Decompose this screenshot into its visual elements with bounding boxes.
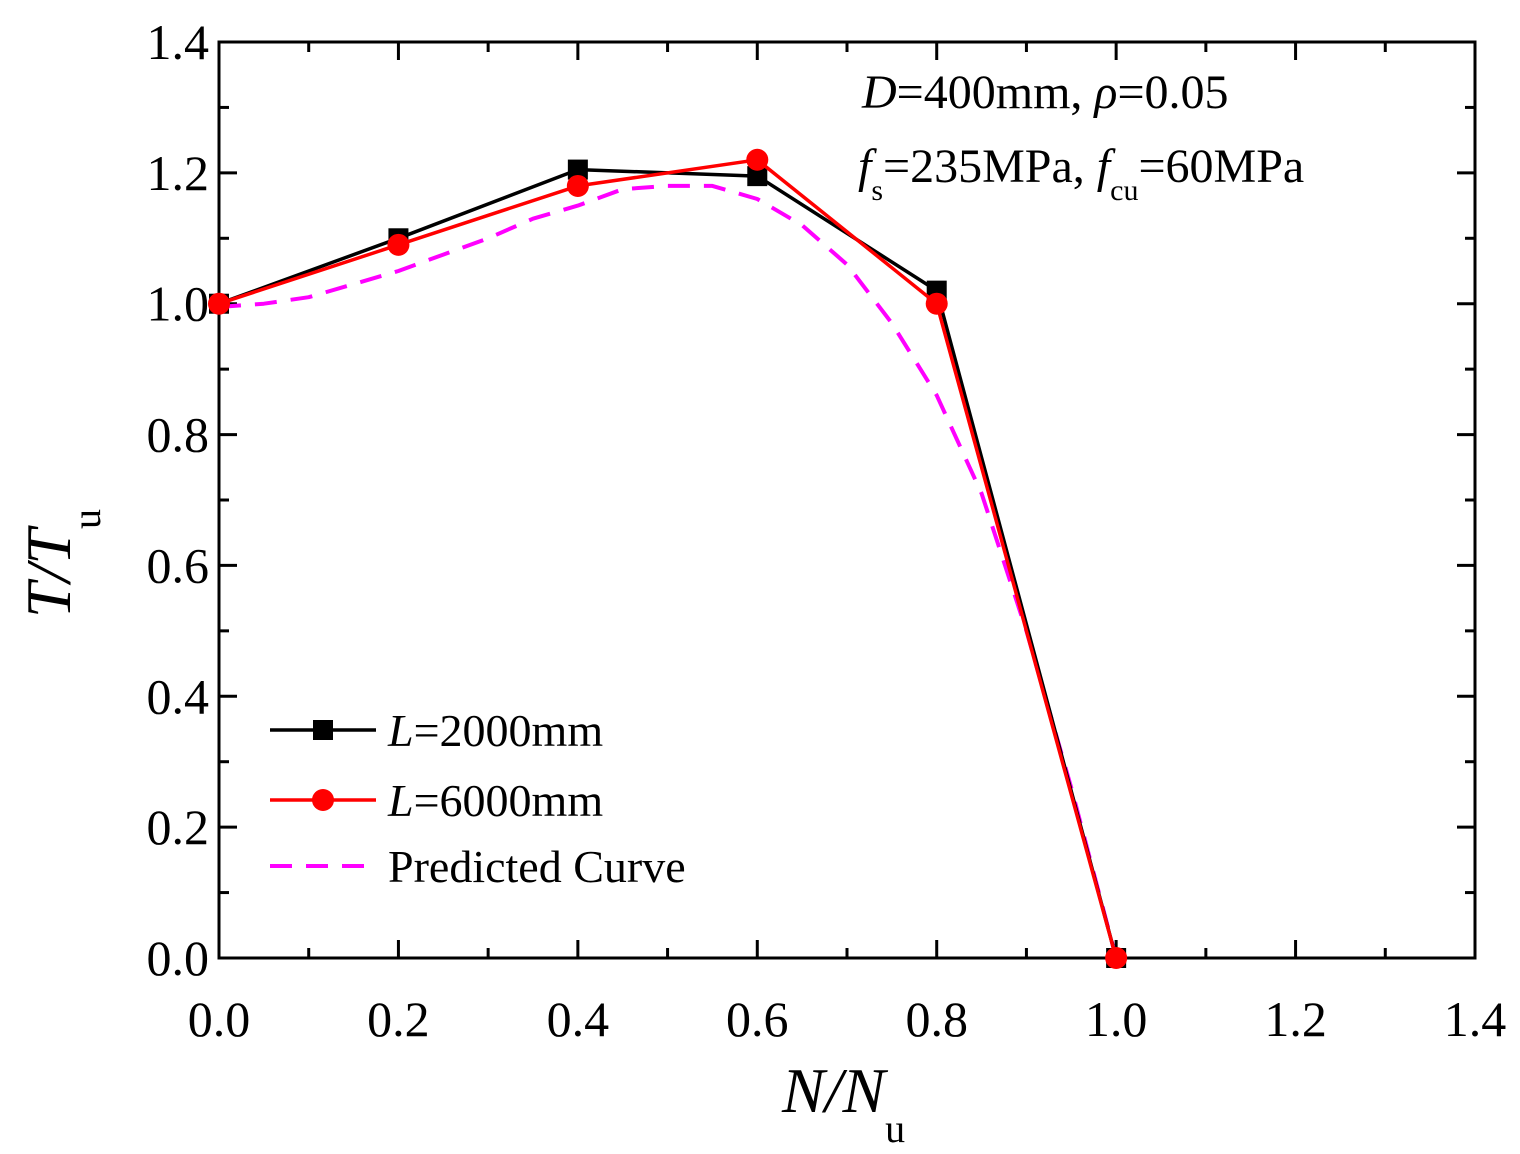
series-line-l-2000mm	[218, 167, 1118, 959]
x-tick-label: 1.4	[1444, 991, 1507, 1047]
annotation-d-value: =400mm,	[897, 66, 1095, 119]
annotation-fs-sub: s	[871, 174, 883, 207]
annotation-line-1: D=400mm, ρ=0.05	[861, 66, 1229, 119]
x-tick-label: 0.4	[547, 991, 610, 1047]
data-point-l-6000mm	[925, 292, 948, 315]
series-line-predicted-curve	[218, 183, 1119, 959]
annotation-fcu-sub: cu	[1110, 174, 1138, 207]
legend-label-l-6000mm: L=6000mm	[387, 775, 603, 826]
legend-label-rest: Predicted Curve	[388, 841, 686, 892]
x-tick-label: 1.2	[1264, 991, 1327, 1047]
data-point-l-6000mm	[746, 148, 769, 171]
y-tick-label: 0.8	[147, 407, 210, 463]
tick-labels: 0.0 0.2 0.4 0.6 0.8 1.0 1.2 1.4 0.0 0.2 0.4 0.6 0.8 1…	[147, 14, 1507, 1047]
data-point-l-6000mm	[387, 233, 410, 256]
legend-label-italic: L	[387, 775, 414, 826]
legend-label-predicted-curve: Predicted Curve	[388, 841, 686, 892]
annotation-d-symbol: D	[861, 66, 897, 119]
y-tick-label: 0.6	[147, 537, 210, 593]
legend-label-rest: =6000mm	[414, 775, 604, 826]
data-point-l-6000mm	[566, 174, 589, 197]
x-tick-label: 0.2	[367, 991, 430, 1047]
y-axis-title-main: T/T	[13, 525, 84, 618]
legend-label-rest: =2000mm	[414, 705, 604, 756]
annotation-fs-value: =235MPa,	[883, 140, 1097, 193]
x-tick-label: 1.0	[1085, 991, 1148, 1047]
x-tick-label: 0.8	[905, 991, 968, 1047]
annotation-line-2: fs=235MPa, fcu=60MPa	[858, 140, 1304, 207]
x-axis-title-sub: u	[885, 1106, 905, 1151]
x-axis-title: N/Nu	[781, 1055, 905, 1151]
y-tick-label: 1.2	[147, 145, 210, 201]
y-tick-label: 1.4	[147, 14, 210, 70]
data-point-l-6000mm	[1105, 947, 1128, 969]
x-tick-label: 0.0	[188, 991, 251, 1047]
data-point-l-2000mm	[567, 159, 588, 180]
y-axis-title: T/Tu	[13, 509, 109, 618]
annotation-rho-symbol: ρ	[1092, 66, 1117, 119]
annotation-rho-value: =0.05	[1117, 66, 1228, 119]
x-axis-title-main: N/N	[781, 1055, 888, 1126]
y-tick-label: 0.4	[147, 668, 210, 724]
data-point-l-6000mm	[208, 292, 230, 315]
y-tick-label: 1.0	[147, 276, 210, 332]
series-layer	[208, 148, 1128, 969]
ticks	[217, 40, 1477, 960]
legend-marker-l-2000mm	[313, 720, 333, 740]
y-tick-label: 0.0	[147, 930, 210, 986]
annotation-fcu-value: =60MPa	[1138, 140, 1304, 193]
y-axis-title-sub: u	[64, 509, 109, 529]
legend-marker-l-6000mm	[312, 789, 334, 811]
legend-label-italic: L	[387, 705, 414, 756]
series-line-l-6000mm	[218, 158, 1118, 959]
y-tick-label: 0.2	[147, 799, 210, 855]
data-point-l-2000mm	[747, 166, 768, 187]
legend-label-l-2000mm: L=2000mm	[387, 705, 603, 756]
x-tick-label: 0.6	[726, 991, 789, 1047]
